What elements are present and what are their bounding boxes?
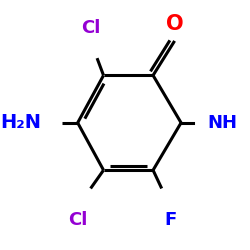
Text: H₂N: H₂N [0,113,41,132]
Text: NH: NH [207,114,237,132]
Text: O: O [166,14,184,34]
Text: Cl: Cl [81,18,100,36]
Text: F: F [164,211,176,229]
Text: Cl: Cl [68,211,87,229]
